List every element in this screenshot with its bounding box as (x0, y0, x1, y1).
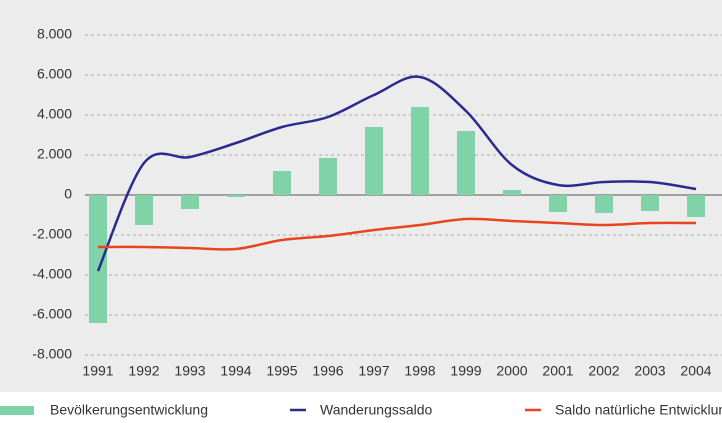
bar (503, 190, 521, 195)
legend-label: Bevölkerungsentwicklung (50, 402, 208, 418)
x-tick-label: 2001 (542, 363, 573, 379)
line (96, 75, 697, 272)
x-tick-label: 1996 (312, 363, 343, 379)
y-tick-label: -6.000 (32, 306, 72, 322)
legend-label: Wanderungssaldo (320, 402, 433, 418)
bar (319, 158, 337, 195)
x-tick-label: 1994 (220, 363, 251, 379)
x-tick-label: 1997 (358, 363, 389, 379)
y-tick-label: 8.000 (37, 26, 72, 42)
bar (457, 131, 475, 195)
bar (273, 171, 291, 195)
y-tick-label: -4.000 (32, 266, 72, 282)
x-tick-label: 1993 (174, 363, 205, 379)
bar (641, 195, 659, 211)
bar (411, 107, 429, 195)
x-tick-label: 1995 (266, 363, 297, 379)
y-tick-label: 6.000 (37, 66, 72, 82)
x-tick-label: 2004 (680, 363, 711, 379)
x-tick-label: 1999 (450, 363, 481, 379)
legend-label: Saldo natürliche Entwicklung (555, 402, 722, 418)
bar (365, 127, 383, 195)
x-tick-label: 1998 (404, 363, 435, 379)
bar (181, 195, 199, 209)
y-tick-label: -2.000 (32, 226, 72, 242)
line (97, 217, 697, 251)
y-tick-label: 4.000 (37, 106, 72, 122)
y-tick-label: 0 (64, 186, 72, 202)
x-tick-label: 2003 (634, 363, 665, 379)
y-tick-label: 2.000 (37, 146, 72, 162)
x-tick-label: 2002 (588, 363, 619, 379)
bar (687, 195, 705, 217)
bar (135, 195, 153, 225)
plot-background (0, 0, 722, 392)
bar (227, 195, 245, 197)
bar (595, 195, 613, 213)
x-tick-label: 2000 (496, 363, 527, 379)
x-tick-label: 1992 (128, 363, 159, 379)
legend-swatch (0, 406, 34, 415)
bar (549, 195, 567, 212)
bar (89, 195, 107, 323)
x-tick-label: 1991 (82, 363, 113, 379)
y-tick-label: -8.000 (32, 346, 72, 362)
